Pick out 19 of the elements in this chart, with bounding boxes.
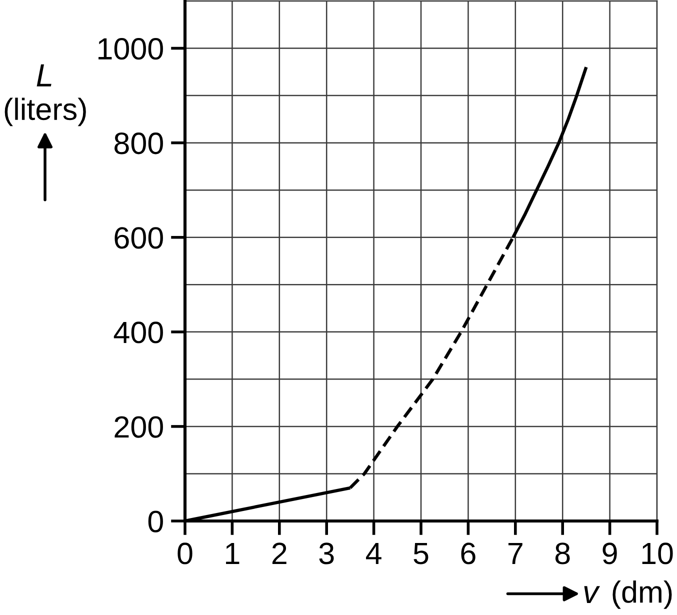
- x-tick-label: 9: [602, 542, 617, 564]
- x-tick-label: 1: [226, 542, 240, 564]
- x-tick-label: 2: [272, 542, 286, 564]
- x-axis-title: v (dm): [584, 580, 672, 609]
- x-tick-label: 7: [508, 542, 522, 564]
- y-tick-label: 400: [114, 322, 163, 344]
- y-axis-title: L (liters): [4, 64, 86, 126]
- y-tick-label: 1000: [98, 38, 163, 60]
- y-tick-label: 0: [148, 510, 163, 532]
- x-tick-label: 10: [642, 542, 673, 564]
- x-tick-label: 3: [319, 542, 334, 564]
- x-tick-label: 4: [366, 542, 382, 564]
- y-tick-label: 600: [114, 227, 163, 249]
- x-tick-label: 5: [414, 542, 428, 564]
- y-tick-label: 800: [114, 132, 163, 154]
- x-tick-label: 6: [461, 542, 476, 564]
- x-tick-label: 8: [555, 542, 570, 564]
- x-tick-label: 0: [178, 542, 192, 564]
- y-tick-label: 200: [114, 416, 163, 438]
